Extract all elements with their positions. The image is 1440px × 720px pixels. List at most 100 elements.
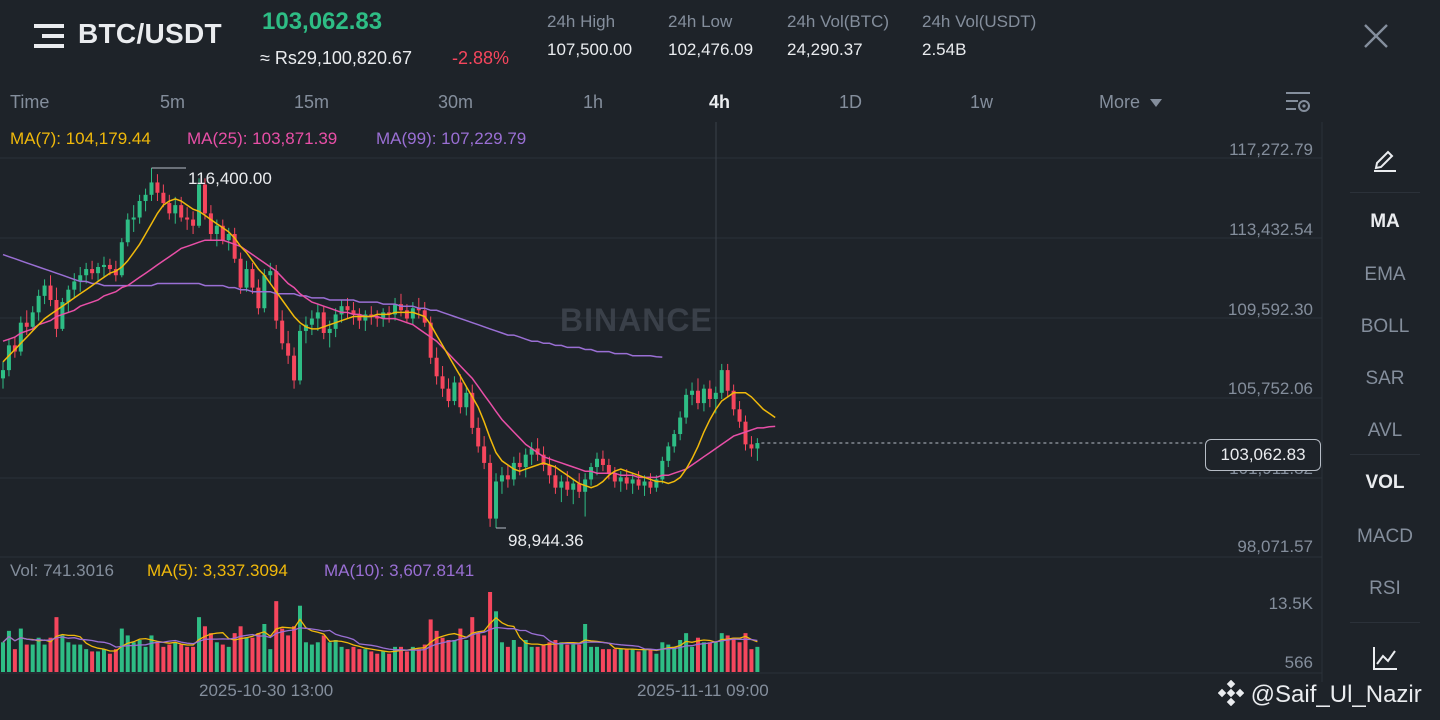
candle-body	[185, 217, 190, 220]
tab-5m[interactable]: 5m	[160, 92, 186, 112]
candle-body	[244, 269, 249, 288]
volume-bar	[553, 640, 558, 672]
volume-bar	[131, 642, 136, 672]
candle-body	[173, 205, 178, 214]
volume-bar	[648, 649, 653, 672]
price-axis-tick: 105,752.06	[1227, 379, 1313, 398]
draw-pencil-icon[interactable]	[1371, 144, 1399, 172]
candle-body	[541, 454, 546, 465]
candle-body	[214, 225, 219, 234]
volume-bar	[220, 644, 225, 672]
indicator-ma[interactable]: MA	[1370, 211, 1400, 232]
price-chart[interactable]	[0, 122, 1330, 682]
volume-bar	[315, 642, 320, 672]
candle-body	[678, 417, 683, 435]
indicator-sar[interactable]: SAR	[1365, 368, 1405, 389]
volume-bar	[274, 601, 279, 672]
candle-body	[24, 322, 29, 327]
candle-body	[565, 481, 570, 490]
candle-body	[78, 275, 83, 282]
volume-bar	[333, 640, 338, 672]
menu-icon[interactable]	[34, 22, 64, 50]
volume-bar	[363, 649, 368, 672]
stat-label-24h-vol-btc: 24h Vol(BTC)	[787, 12, 890, 31]
indicator-rsi[interactable]: RSI	[1369, 578, 1401, 599]
candle-body	[624, 477, 629, 484]
candle-body	[636, 479, 641, 486]
candle-body	[452, 382, 457, 402]
indicator-boll[interactable]: BOLL	[1360, 316, 1410, 337]
volume-bar	[464, 640, 469, 672]
tab-1d[interactable]: 1D	[839, 92, 863, 112]
volume-bar	[155, 642, 160, 672]
close-icon[interactable]	[1362, 22, 1390, 50]
candle-body	[232, 233, 237, 259]
volume-bar	[18, 628, 23, 672]
candle-body	[731, 390, 736, 410]
volume-bar	[309, 644, 314, 672]
volume-bar	[268, 649, 273, 672]
volume-bar	[369, 651, 374, 672]
volume-bar	[197, 617, 202, 672]
candle-body	[84, 269, 89, 276]
last-price: 103,062.83	[262, 8, 383, 35]
candle-body	[410, 308, 415, 319]
stat-label-24h-high: 24h High	[547, 12, 616, 31]
candle-body	[42, 285, 47, 296]
candle-body	[654, 479, 659, 488]
candle-body	[197, 184, 202, 226]
tab-time[interactable]: Time	[10, 92, 50, 112]
pair-title[interactable]: BTC/USDT	[78, 18, 222, 49]
stat-value-24h-vol-usdt: 2.54B	[922, 40, 967, 59]
volume-bar	[226, 646, 231, 672]
candle-body	[268, 271, 273, 276]
indicator-macd[interactable]: MACD	[1357, 526, 1413, 547]
volume-legend: Vol: 741.3016	[10, 561, 114, 580]
candle-body	[672, 434, 677, 447]
candle-body	[101, 264, 106, 267]
volume-bar	[232, 633, 237, 672]
indicator-vol[interactable]: VOL	[1365, 472, 1405, 493]
tab-15m[interactable]: 15m	[294, 92, 330, 112]
ma-lines	[2, 198, 776, 489]
indicator-avl[interactable]: AVL	[1367, 420, 1403, 441]
candle-body	[250, 269, 255, 288]
volume-bar	[690, 646, 695, 672]
volume-bar	[630, 649, 635, 672]
volume-bars	[1, 592, 760, 672]
candle-body	[327, 328, 332, 333]
tab-1w[interactable]: 1w	[970, 92, 994, 112]
tab-more[interactable]: More	[1099, 92, 1163, 113]
candle-body	[630, 479, 635, 484]
candle-body	[357, 314, 362, 321]
candle-body	[345, 306, 350, 311]
volume-bar	[571, 644, 576, 672]
volume-bar	[286, 635, 291, 672]
candle-body	[511, 462, 516, 480]
volume-bar	[327, 642, 332, 672]
volume-bar	[143, 646, 148, 672]
volume-bar	[357, 649, 362, 672]
tab-30m[interactable]: 30m	[438, 92, 474, 112]
volume-bar	[666, 644, 671, 672]
volume-bar	[488, 592, 493, 672]
tab-4h[interactable]: 4h	[709, 92, 731, 112]
candle-body	[60, 302, 65, 329]
period-high-label: 116,400.00	[188, 169, 272, 188]
candle-body	[131, 217, 136, 220]
candle-body	[179, 205, 184, 218]
volume-bar	[262, 624, 267, 672]
stat-label-24h-vol-usdt: 24h Vol(USDT)	[922, 12, 1037, 31]
volume-bar	[660, 642, 665, 672]
candle-body	[286, 343, 291, 356]
candle-body	[713, 392, 718, 399]
tab-1h[interactable]: 1h	[583, 92, 604, 112]
chart-line-icon[interactable]	[1371, 644, 1399, 672]
indicator-ema[interactable]: EMA	[1364, 264, 1406, 285]
chart-settings-icon[interactable]	[1284, 90, 1312, 114]
extreme-markers	[151, 167, 506, 529]
volume-bar	[672, 646, 677, 672]
volume-bar	[298, 605, 302, 672]
volume-bar	[6, 630, 11, 672]
candle-body	[375, 316, 380, 319]
